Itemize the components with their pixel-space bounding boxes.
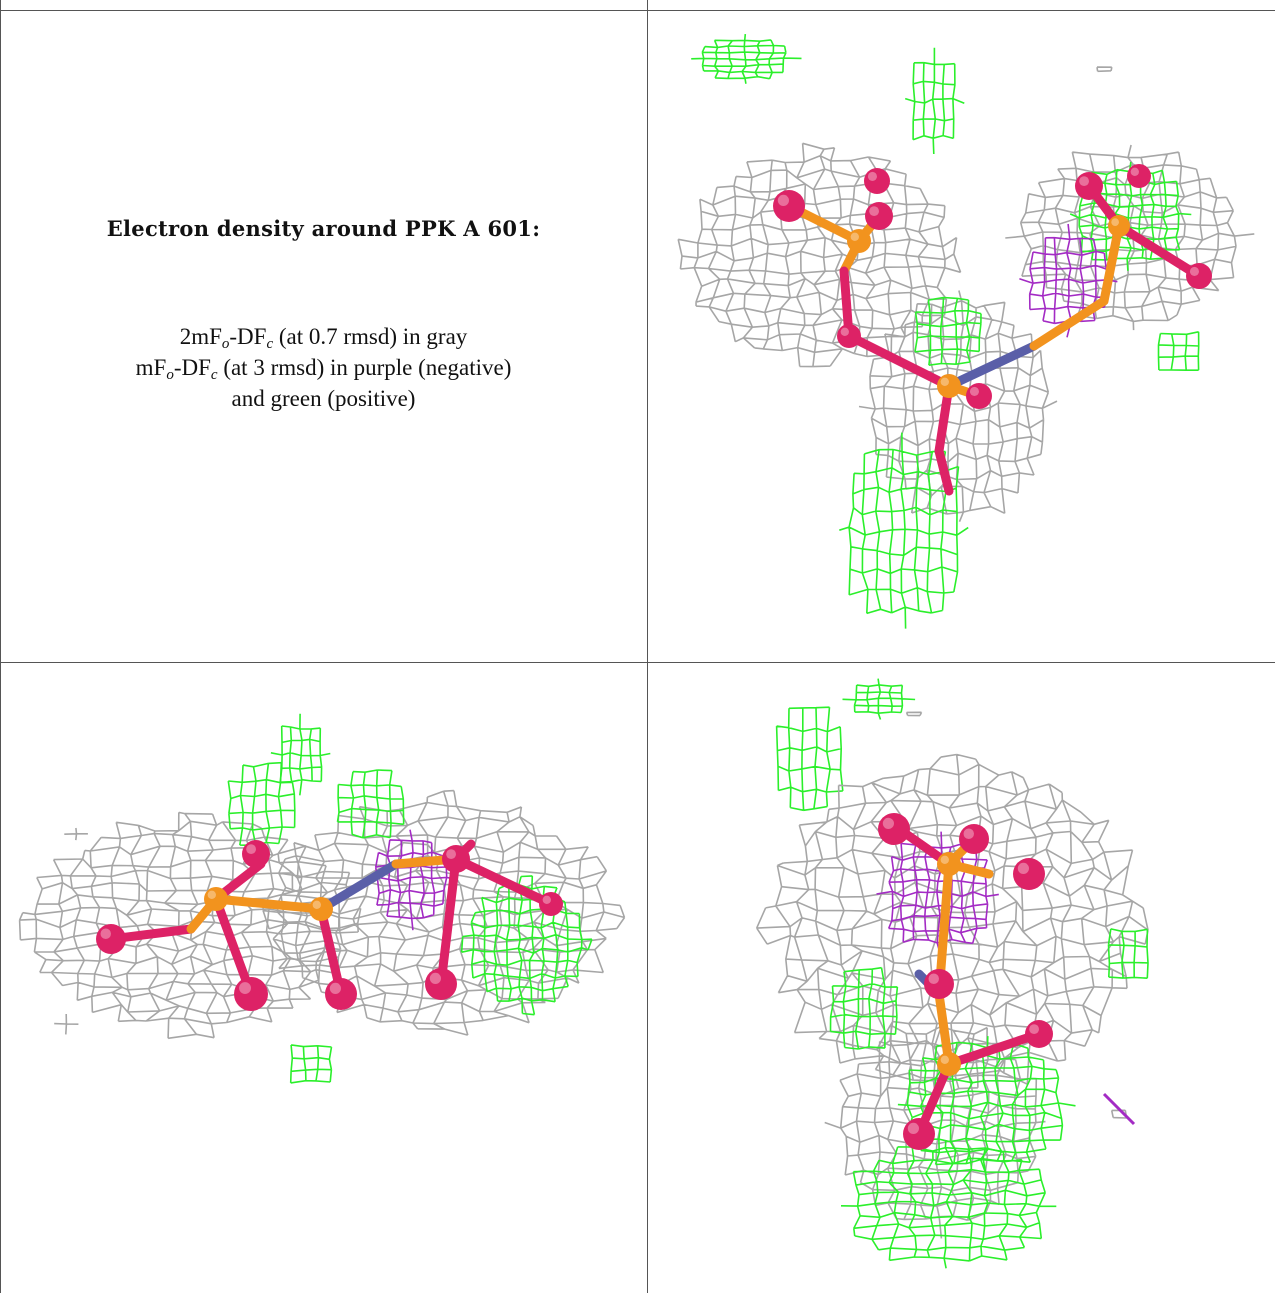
positive-density-mesh [842,678,916,720]
ligand-bond [211,894,326,914]
positive-density-mesh [829,966,899,1050]
oxygen-atom [1075,172,1103,200]
table-left-border [0,0,1,1293]
oxygen-atom [865,202,893,230]
2fofc-density-mesh [1096,66,1113,73]
ligand-bond [944,341,1039,391]
positive-density-mesh [914,296,982,366]
ligand-bond [944,1029,1044,1069]
ligand-bond [1114,221,1204,281]
oxygen-atom [959,824,989,854]
density-view-bottom-left [1,664,646,1293]
positive-density-mesh [1157,331,1200,371]
oxygen-atom [1025,1020,1053,1048]
density-view-bottom-right [649,664,1275,1293]
positive-density-mesh [691,34,802,84]
table-center-divider [647,0,648,1293]
2fofc-density-mesh [755,753,1149,1099]
ligand-bond [934,446,954,496]
oxygen-atom [924,969,954,999]
caption-cell: Electron density around PPK A 601: 2mFo-… [1,11,646,661]
2fofc-density-mesh [905,711,923,717]
oxygen-atom [773,190,805,222]
positive-density-mesh [336,769,405,839]
oxygen-atom [242,840,270,868]
positive-density-mesh [460,875,593,1016]
phosphorus-atom [1108,215,1130,237]
phosphorus-atom [937,852,961,876]
oxygen-atom [96,924,126,954]
ligand-bond [451,854,556,909]
legend-line-fofc: mFo-DFc (at 3 rmsd) in purple (negative) [135,355,512,383]
phosphorus-atom [937,1052,961,1076]
positive-density-mesh [270,713,331,796]
ligand-bond [1099,221,1124,306]
table-top-border [0,10,1275,11]
phosphorus-atom [847,229,871,253]
positive-density-mesh [1107,928,1149,979]
oxygen-atom [1127,164,1151,188]
oxygen-atom [539,892,563,916]
oxygen-atom [864,168,890,194]
oxygen-atom [1186,263,1212,289]
phosphorus-atom [309,897,333,921]
oxygen-atom [966,383,992,409]
ligand-bond [844,331,954,391]
positive-density-mesh [904,47,965,155]
negative-density-mesh [876,831,999,955]
caption-title: Electron density around PPK A 601: [106,216,541,241]
positive-density-mesh [289,1044,333,1084]
positive-density-mesh [839,432,969,629]
ligand-bond [316,859,401,914]
density-view-top-right [649,11,1275,661]
oxygen-atom [325,978,357,1010]
2fofc-density-mesh [858,290,1058,523]
positive-density-mesh [775,706,844,812]
2fofc-density-mesh [18,811,362,1040]
oxygen-atom [234,977,268,1011]
oxygen-atom [442,845,470,873]
ligand-bond [436,854,461,989]
positive-density-mesh [227,761,296,847]
density-render-view-2 [18,713,626,1084]
oxygen-atom [837,324,861,348]
oxygen-atom [878,813,910,845]
oxygen-atom [903,1118,935,1150]
caption-legend: 2mFo-DFc (at 0.7 rmsd) in gray mFo-DFc (… [1,321,646,414]
oxygen-atom [425,968,457,1000]
phosphorus-atom [204,887,228,911]
density-render-view-3 [755,678,1149,1269]
positive-density-mesh [840,1140,1057,1269]
table-middle-border [0,662,1275,663]
negative-density-fragment [1102,1092,1136,1126]
phosphorus-atom [937,374,961,398]
2fofc-density-mesh [54,1013,79,1035]
2fofc-density-mesh [64,827,88,841]
legend-line-colors: and green (positive) [231,386,416,411]
legend-line-2fofc: 2mFo-DFc (at 0.7 rmsd) in gray [179,324,468,352]
oxygen-atom [1013,858,1045,890]
ligand-bond [1029,296,1109,351]
2fofc-density-mesh [1005,144,1255,331]
density-render-view-1 [677,34,1255,629]
